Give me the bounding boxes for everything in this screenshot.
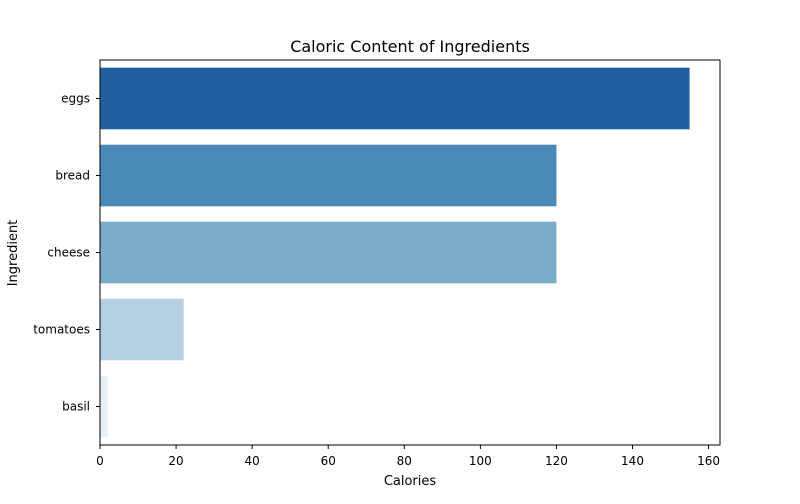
x-tick-label-40: 40 — [245, 454, 260, 468]
x-axis: 0 20 40 60 80 100 120 140 160 — [96, 445, 720, 468]
x-axis-label: Calories — [384, 474, 437, 489]
bar-basil — [100, 375, 108, 438]
y-tick-label-eggs: eggs — [61, 92, 90, 106]
y-tick-label-bread: bread — [55, 169, 90, 183]
x-tick-label-20: 20 — [168, 454, 183, 468]
y-tick-label-basil: basil — [62, 400, 90, 414]
x-tick-label-80: 80 — [397, 454, 412, 468]
x-tick-label-0: 0 — [96, 454, 104, 468]
bar-tomatoes — [100, 298, 184, 361]
bar-cheese — [100, 221, 557, 284]
x-tick-label-120: 120 — [545, 454, 568, 468]
y-axis-label: Ingredient — [6, 220, 21, 287]
y-tick-label-cheese: cheese — [47, 246, 90, 260]
x-tick-label-140: 140 — [621, 454, 644, 468]
x-tick-label-160: 160 — [697, 454, 720, 468]
chart-title: Caloric Content of Ingredients — [290, 37, 530, 56]
bars-group — [100, 67, 690, 438]
bar-eggs — [100, 67, 690, 130]
x-tick-label-60: 60 — [321, 454, 336, 468]
x-tick-label-100: 100 — [469, 454, 492, 468]
bar-bread — [100, 144, 557, 207]
y-axis: eggs bread cheese tomatoes basil — [33, 92, 100, 414]
y-tick-label-tomatoes: tomatoes — [33, 323, 90, 337]
